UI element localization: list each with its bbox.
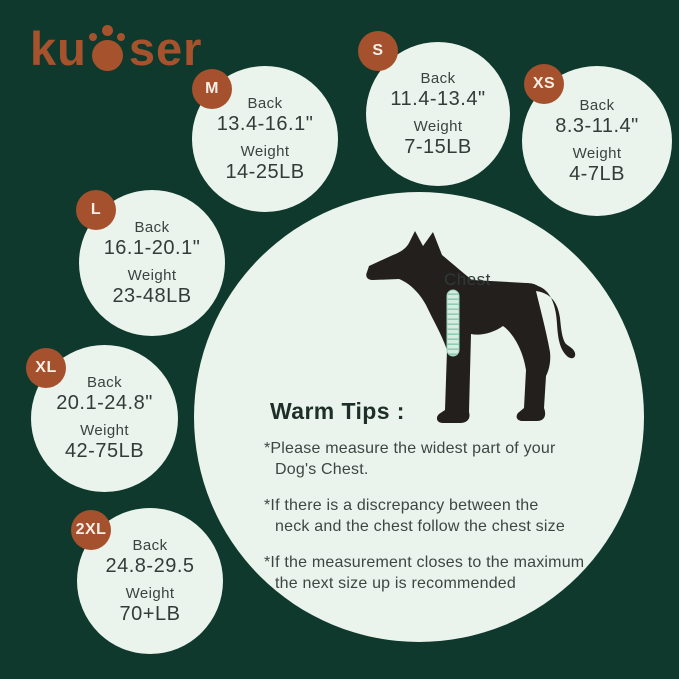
size-badge-2xl: 2XL bbox=[71, 510, 111, 550]
back-label: Back bbox=[134, 218, 170, 236]
size-circle-m: M Back 13.4-16.1" Weight 14-25LB bbox=[192, 66, 338, 212]
back-range: 16.1-20.1" bbox=[103, 236, 201, 259]
weight-label: Weight bbox=[413, 117, 463, 135]
dog-silhouette-graphic bbox=[366, 231, 576, 423]
back-range: 24.8-29.5 bbox=[105, 554, 195, 577]
weight-label: Weight bbox=[80, 422, 129, 439]
logo-text-left: ku bbox=[30, 22, 87, 75]
weight-label: Weight bbox=[127, 266, 177, 284]
back-range: 8.3-11.4" bbox=[555, 114, 639, 137]
warm-tip-2: *If there is a discrepancy between the n… bbox=[264, 497, 565, 535]
size-badge-s: S bbox=[358, 31, 398, 71]
back-label: Back bbox=[420, 69, 456, 87]
weight-range: 23-48LB bbox=[112, 284, 192, 307]
chest-label: Chest bbox=[444, 270, 491, 289]
warm-tips-heading: Warm Tips : bbox=[270, 398, 405, 424]
logo-text-right: ser bbox=[128, 22, 203, 75]
size-badge-xs: XS bbox=[524, 64, 564, 104]
dog-silhouette bbox=[363, 230, 578, 430]
weight-range: 4-7LB bbox=[569, 162, 625, 185]
back-label: Back bbox=[87, 374, 122, 391]
weight-range: 7-15LB bbox=[404, 135, 472, 158]
paw-icon bbox=[88, 18, 128, 74]
back-label: Back bbox=[579, 96, 615, 114]
warm-tip-1: *Please measure the widest part of your … bbox=[264, 440, 556, 478]
dog-body bbox=[366, 231, 576, 423]
back-range: 11.4-13.4" bbox=[390, 87, 486, 110]
weight-range: 70+LB bbox=[119, 602, 181, 625]
weight-range: 42-75LB bbox=[64, 440, 145, 462]
weight-range: 14-25LB bbox=[225, 160, 305, 183]
weight-label: Weight bbox=[240, 142, 290, 160]
measuring-tape-band bbox=[446, 289, 460, 357]
back-label: Back bbox=[247, 94, 283, 112]
size-circle-l: L Back 16.1-20.1" Weight 23-48LB bbox=[76, 190, 225, 336]
weight-label: Weight bbox=[572, 144, 622, 162]
size-circle-2xl: 2XL Back 24.8-29.5 Weight 70+LB bbox=[71, 508, 223, 654]
size-circle-xs: XS Back 8.3-11.4" Weight 4-7LB bbox=[522, 64, 672, 216]
back-range: 13.4-16.1" bbox=[216, 112, 314, 135]
size-circle-xl: XL Back 20.1-24.8" Weight 42-75LB bbox=[26, 345, 178, 492]
back-label: Back bbox=[132, 536, 168, 554]
size-circle-s: S Back 11.4-13.4" Weight 7-15LB bbox=[358, 31, 510, 186]
brand-logo: ku ser bbox=[30, 18, 202, 74]
size-badge-xl: XL bbox=[26, 348, 66, 388]
weight-label: Weight bbox=[125, 584, 175, 602]
warm-tip-3: *If the measurement closes to the maximu… bbox=[264, 554, 585, 592]
size-badge-l: L bbox=[76, 190, 116, 230]
warm-tips-list: *Please measure the widest part of your … bbox=[264, 438, 594, 609]
measurement-panel: Chest Warm Tips : *Please measure the wi… bbox=[194, 192, 644, 642]
size-badge-m: M bbox=[192, 69, 232, 109]
back-range: 20.1-24.8" bbox=[56, 392, 153, 414]
